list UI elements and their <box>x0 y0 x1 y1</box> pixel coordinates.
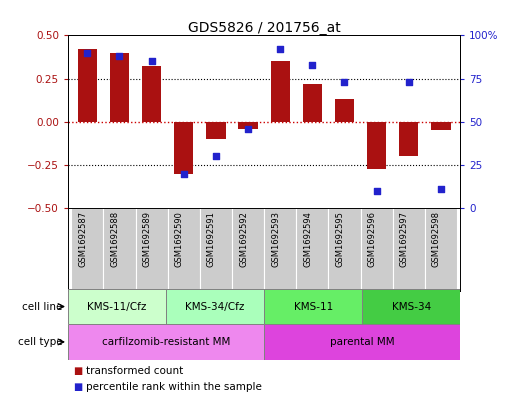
Point <box>372 188 381 194</box>
Bar <box>264 289 362 324</box>
Text: GSM1692596: GSM1692596 <box>368 211 377 267</box>
Text: GSM1692591: GSM1692591 <box>207 211 216 266</box>
Bar <box>335 99 354 122</box>
Bar <box>264 324 460 360</box>
Point <box>308 62 316 68</box>
Text: percentile rank within the sample: percentile rank within the sample <box>86 382 262 392</box>
Bar <box>399 122 418 156</box>
Text: GSM1692589: GSM1692589 <box>143 211 152 267</box>
Text: ■: ■ <box>73 382 83 392</box>
Bar <box>110 53 129 122</box>
Bar <box>104 208 135 291</box>
Point <box>437 186 445 193</box>
Bar <box>135 208 168 291</box>
Text: GSM1692590: GSM1692590 <box>175 211 184 266</box>
Point <box>340 79 349 85</box>
Point <box>83 50 92 56</box>
Point <box>405 79 413 85</box>
Text: GSM1692598: GSM1692598 <box>432 211 441 267</box>
Text: GSM1692588: GSM1692588 <box>110 211 119 267</box>
Bar <box>238 122 258 129</box>
Text: GSM1692597: GSM1692597 <box>400 211 409 267</box>
Bar <box>264 208 296 291</box>
Text: GSM1692593: GSM1692593 <box>271 211 280 267</box>
Title: GDS5826 / 201756_at: GDS5826 / 201756_at <box>188 21 340 35</box>
Bar <box>77 49 97 122</box>
Text: parental MM: parental MM <box>330 337 394 347</box>
Point <box>147 58 156 64</box>
Text: KMS-11: KMS-11 <box>293 301 333 312</box>
Point <box>115 53 123 59</box>
Bar <box>362 289 460 324</box>
Point <box>244 126 252 132</box>
Text: GSM1692595: GSM1692595 <box>335 211 345 266</box>
Text: cell line: cell line <box>22 301 63 312</box>
Text: GSM1692587: GSM1692587 <box>78 211 87 267</box>
Point <box>179 171 188 177</box>
Text: KMS-34/Cfz: KMS-34/Cfz <box>185 301 245 312</box>
Bar <box>360 208 393 291</box>
Bar <box>393 208 425 291</box>
Bar <box>206 122 225 139</box>
Bar <box>174 122 194 174</box>
Bar <box>142 66 161 122</box>
Point <box>276 46 285 52</box>
Text: transformed count: transformed count <box>86 366 184 376</box>
Text: GSM1692594: GSM1692594 <box>303 211 312 266</box>
Bar <box>367 122 386 169</box>
Bar <box>270 61 290 122</box>
Bar <box>200 208 232 291</box>
Bar <box>425 208 457 291</box>
Text: GSM1692592: GSM1692592 <box>239 211 248 266</box>
Bar <box>232 208 264 291</box>
Bar <box>166 289 264 324</box>
Bar <box>168 208 200 291</box>
Text: KMS-11/Cfz: KMS-11/Cfz <box>87 301 147 312</box>
Bar <box>68 324 264 360</box>
Bar <box>328 208 360 291</box>
Bar <box>296 208 328 291</box>
Bar <box>71 208 104 291</box>
Text: KMS-34: KMS-34 <box>392 301 431 312</box>
Text: carfilzomib-resistant MM: carfilzomib-resistant MM <box>102 337 230 347</box>
Text: ■: ■ <box>73 366 83 376</box>
Bar <box>68 289 166 324</box>
Bar <box>303 84 322 122</box>
Text: cell type: cell type <box>18 337 63 347</box>
Point <box>212 153 220 160</box>
Bar <box>431 122 451 130</box>
